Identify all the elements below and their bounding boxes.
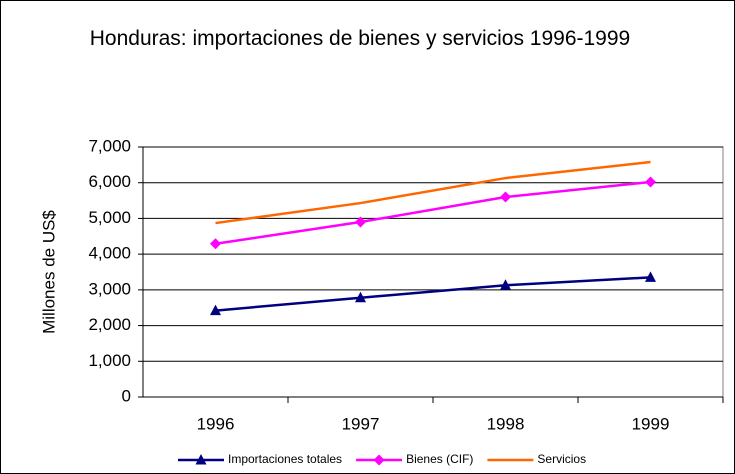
chart-title: Honduras: importaciones de bienes y serv… bbox=[89, 27, 631, 50]
legend-label: Bienes (CIF) bbox=[406, 452, 473, 466]
point bbox=[355, 291, 366, 303]
point bbox=[500, 279, 511, 290]
y-tick-label: 7,000 bbox=[88, 136, 131, 155]
y-axis-label: Millones de US$ bbox=[39, 210, 58, 334]
legend-label: Importaciones totales bbox=[228, 452, 342, 466]
x-tick-label: 1997 bbox=[342, 414, 380, 433]
point bbox=[210, 238, 221, 250]
y-tick-label: 0 bbox=[122, 386, 131, 405]
legend-marker bbox=[373, 454, 385, 466]
point bbox=[500, 191, 511, 203]
x-tick-label: 1999 bbox=[632, 414, 670, 433]
series-line bbox=[215, 180, 651, 246]
y-tick-label: 5,000 bbox=[88, 208, 131, 227]
y-tick-label: 1,000 bbox=[88, 351, 131, 370]
y-tick-label: 3,000 bbox=[88, 279, 131, 298]
x-tick-label: 1998 bbox=[487, 414, 525, 433]
point bbox=[210, 304, 221, 316]
point bbox=[645, 271, 656, 282]
series-line bbox=[215, 160, 651, 225]
legend-label: Servicios bbox=[537, 452, 586, 466]
legend-marker bbox=[195, 454, 207, 465]
y-tick-label: 6,000 bbox=[88, 172, 131, 191]
point bbox=[355, 216, 366, 228]
y-tick-label: 2,000 bbox=[88, 315, 131, 334]
x-tick-label: 1996 bbox=[197, 414, 235, 433]
point bbox=[645, 176, 656, 188]
series-line bbox=[215, 276, 651, 312]
plot-area bbox=[142, 146, 724, 398]
y-tick-label: 4,000 bbox=[88, 244, 131, 263]
